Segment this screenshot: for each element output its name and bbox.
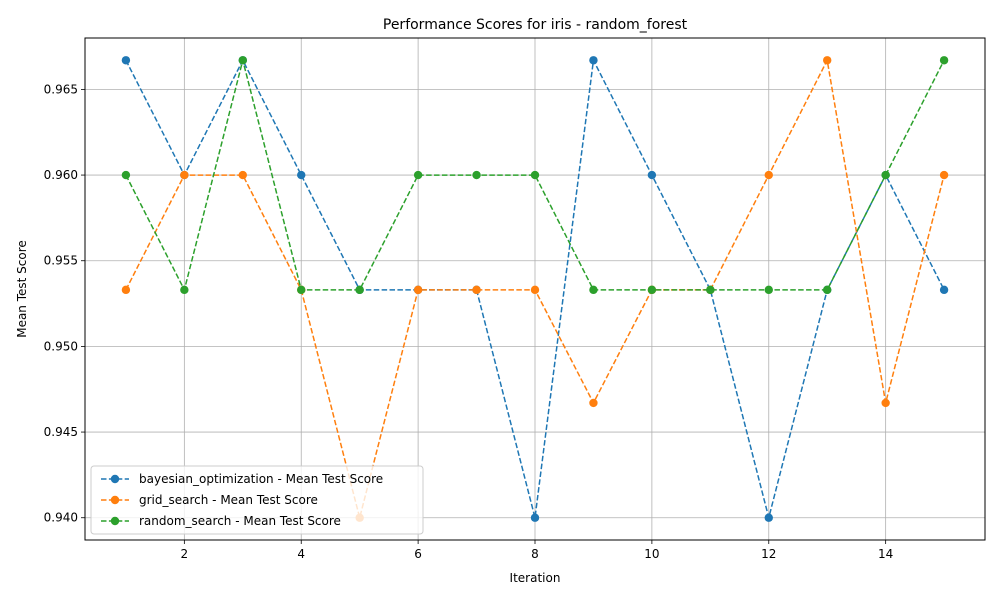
x-tick-label: 8 bbox=[531, 547, 539, 561]
y-tick-label: 0.940 bbox=[44, 511, 78, 525]
data-point bbox=[355, 285, 364, 295]
y-tick-label: 0.965 bbox=[44, 82, 78, 96]
chart-title: Performance Scores for iris - random_for… bbox=[383, 17, 688, 33]
data-point bbox=[297, 285, 306, 295]
x-axis: 2 4 6 8 10 12 14 bbox=[181, 540, 893, 561]
x-tick-label: 12 bbox=[761, 547, 776, 561]
data-point bbox=[706, 285, 715, 295]
data-point bbox=[472, 285, 481, 295]
data-point bbox=[589, 398, 598, 408]
data-point bbox=[530, 285, 540, 295]
data-point bbox=[472, 170, 481, 180]
data-point bbox=[180, 170, 189, 180]
data-point bbox=[238, 170, 247, 180]
data-point bbox=[823, 285, 832, 295]
data-point bbox=[647, 170, 657, 180]
data-point bbox=[823, 56, 832, 65]
series-2 bbox=[121, 56, 949, 295]
data-point bbox=[413, 170, 423, 180]
legend: bayesian_optimization - Mean Test Score g… bbox=[90, 465, 424, 535]
data-point bbox=[764, 513, 773, 522]
data-point bbox=[939, 170, 949, 180]
data-point bbox=[647, 285, 657, 295]
data-point bbox=[121, 285, 131, 295]
data-point bbox=[939, 285, 949, 295]
legend-item: grid_search - Mean Test Score bbox=[101, 493, 318, 507]
x-tick-label: 2 bbox=[181, 547, 189, 561]
y-axis: 0.940 0.945 0.950 0.955 0.960 0.965 bbox=[44, 82, 85, 525]
data-point bbox=[121, 170, 131, 180]
series-line bbox=[125, 57, 945, 518]
series-line bbox=[125, 59, 945, 292]
legend-marker bbox=[110, 474, 120, 484]
data-point bbox=[939, 56, 949, 65]
y-tick-label: 0.955 bbox=[44, 254, 78, 268]
data-point bbox=[881, 398, 890, 408]
x-tick-label: 10 bbox=[644, 547, 659, 561]
data-point bbox=[413, 285, 423, 295]
y-tick-label: 0.945 bbox=[44, 425, 78, 439]
x-axis-title: Iteration bbox=[510, 571, 561, 585]
data-point bbox=[764, 285, 773, 295]
legend-label: grid_search - Mean Test Score bbox=[139, 493, 318, 507]
data-point bbox=[238, 56, 247, 65]
y-tick-label: 0.950 bbox=[44, 339, 78, 353]
x-tick-label: 14 bbox=[878, 547, 893, 561]
data-point bbox=[881, 170, 890, 180]
data-point bbox=[530, 513, 540, 522]
x-tick-label: 6 bbox=[414, 547, 422, 561]
y-tick-label: 0.960 bbox=[44, 168, 78, 182]
data-point bbox=[180, 285, 189, 295]
data-point bbox=[589, 285, 598, 295]
legend-marker bbox=[110, 495, 120, 505]
legend-label: random_search - Mean Test Score bbox=[139, 514, 341, 528]
data-point bbox=[530, 170, 540, 180]
x-tick-label: 4 bbox=[297, 547, 305, 561]
y-axis-title: Mean Test Score bbox=[15, 240, 29, 338]
legend-item: bayesian_optimization - Mean Test Score bbox=[101, 472, 383, 486]
data-point bbox=[121, 56, 131, 65]
legend-label: bayesian_optimization - Mean Test Score bbox=[139, 472, 383, 486]
legend-marker bbox=[110, 516, 120, 526]
series-lines bbox=[121, 56, 949, 522]
data-point bbox=[297, 170, 306, 180]
legend-box bbox=[90, 465, 424, 535]
legend-item: random_search - Mean Test Score bbox=[101, 514, 341, 528]
data-point bbox=[589, 56, 598, 65]
data-point bbox=[764, 170, 773, 180]
